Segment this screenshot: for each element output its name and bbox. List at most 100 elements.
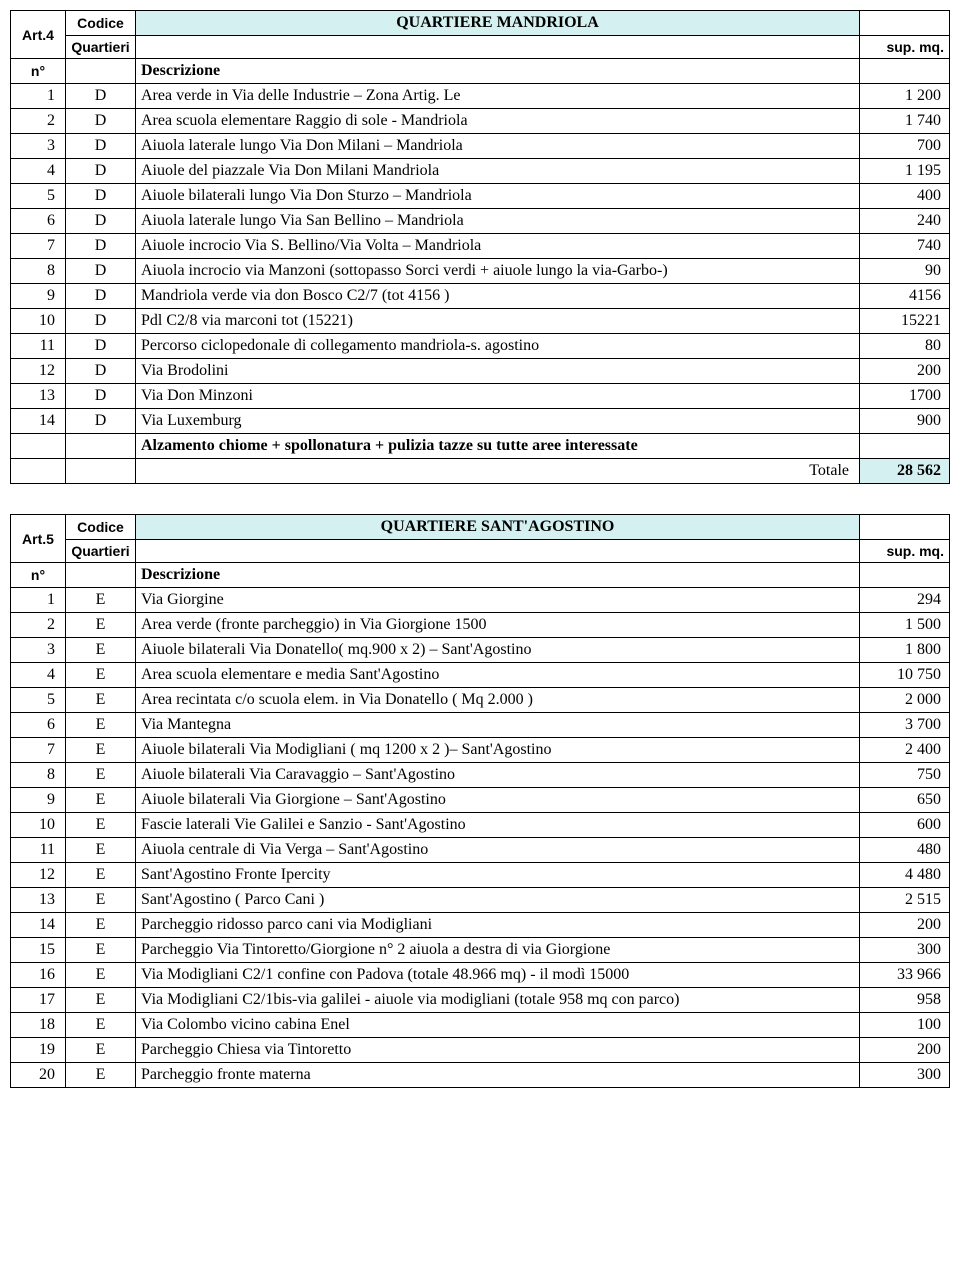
- row-desc: Via Don Minzoni: [136, 384, 860, 409]
- table-title: QUARTIERE MANDRIOLA: [136, 11, 860, 36]
- row-code: E: [66, 838, 136, 863]
- table-row: 8EAiuole bilaterali Via Caravaggio – San…: [11, 763, 950, 788]
- empty-cell: [860, 563, 950, 588]
- table-row: 12ESant'Agostino Fronte Ipercity4 480: [11, 863, 950, 888]
- row-n: 11: [11, 838, 66, 863]
- row-val: 33 966: [860, 963, 950, 988]
- table-row: 14DVia Luxemburg900: [11, 409, 950, 434]
- row-desc: Area recintata c/o scuola elem. in Via D…: [136, 688, 860, 713]
- table-title: QUARTIERE SANT'AGOSTINO: [136, 515, 860, 540]
- row-n: 10: [11, 813, 66, 838]
- row-code: D: [66, 134, 136, 159]
- table-row: 4DAiuole del piazzale Via Don Milani Man…: [11, 159, 950, 184]
- row-n: 3: [11, 638, 66, 663]
- row-desc: Parcheggio ridosso parco cani via Modigl…: [136, 913, 860, 938]
- row-code: E: [66, 613, 136, 638]
- table-row: 5DAiuole bilaterali lungo Via Don Sturzo…: [11, 184, 950, 209]
- row-n: 4: [11, 663, 66, 688]
- row-val: 200: [860, 913, 950, 938]
- row-code: D: [66, 384, 136, 409]
- table-row: 15EParcheggio Via Tintoretto/Giorgione n…: [11, 938, 950, 963]
- empty-cell: [136, 540, 860, 563]
- totale-label: Totale: [136, 459, 860, 484]
- desc-header: Descrizione: [136, 563, 860, 588]
- row-val: 15221: [860, 309, 950, 334]
- row-val: 750: [860, 763, 950, 788]
- row-n: 2: [11, 109, 66, 134]
- quartieri-header: Quartieri: [66, 36, 136, 59]
- table-santagostino: Art.5 Codice QUARTIERE SANT'AGOSTINO Qua…: [10, 514, 950, 1088]
- row-code: D: [66, 84, 136, 109]
- row-desc: Area scuola elementare Raggio di sole - …: [136, 109, 860, 134]
- table-row: 6DAiuola laterale lungo Via San Bellino …: [11, 209, 950, 234]
- empty-cell: [860, 59, 950, 84]
- row-val: 3 700: [860, 713, 950, 738]
- row-code: E: [66, 763, 136, 788]
- row-code: E: [66, 788, 136, 813]
- row-code: E: [66, 863, 136, 888]
- row-val: 240: [860, 209, 950, 234]
- empty-header: [860, 11, 950, 36]
- row-n: 14: [11, 913, 66, 938]
- row-n: 8: [11, 259, 66, 284]
- row-desc: Sant'Agostino ( Parco Cani ): [136, 888, 860, 913]
- row-val: 600: [860, 813, 950, 838]
- row-n: 4: [11, 159, 66, 184]
- row-n: 6: [11, 209, 66, 234]
- row-val: 300: [860, 938, 950, 963]
- empty-header: [860, 515, 950, 540]
- row-n: 2: [11, 613, 66, 638]
- row-val: 200: [860, 1038, 950, 1063]
- row-n: 3: [11, 134, 66, 159]
- row-code: D: [66, 159, 136, 184]
- row-desc: Area verde (fronte parcheggio) in Via Gi…: [136, 613, 860, 638]
- row-val: 4156: [860, 284, 950, 309]
- row-val: 480: [860, 838, 950, 863]
- row-desc: Via Modigliani C2/1 confine con Padova (…: [136, 963, 860, 988]
- row-code: D: [66, 309, 136, 334]
- empty-cell: [66, 59, 136, 84]
- codice-header: Codice: [66, 515, 136, 540]
- table-row: 17EVia Modigliani C2/1bis-via galilei - …: [11, 988, 950, 1013]
- row-val: 400: [860, 184, 950, 209]
- row-desc: Aiuole bilaterali Via Donatello( mq.900 …: [136, 638, 860, 663]
- row-val: 1 800: [860, 638, 950, 663]
- row-val: 1700: [860, 384, 950, 409]
- table-row: 14EParcheggio ridosso parco cani via Mod…: [11, 913, 950, 938]
- row-desc: Parcheggio fronte materna: [136, 1063, 860, 1088]
- row-val: 300: [860, 1063, 950, 1088]
- row-val: 2 400: [860, 738, 950, 763]
- table-row: 11DPercorso ciclopedonale di collegament…: [11, 334, 950, 359]
- row-desc: Fascie laterali Vie Galilei e Sanzio - S…: [136, 813, 860, 838]
- bold-note: Alzamento chiome + spollonatura + pulizi…: [136, 434, 860, 459]
- table-row: 12DVia Brodolini200: [11, 359, 950, 384]
- codice-header: Codice: [66, 11, 136, 36]
- row-desc: Area verde in Via delle Industrie – Zona…: [136, 84, 860, 109]
- row-val: 700: [860, 134, 950, 159]
- row-code: E: [66, 663, 136, 688]
- row-code: E: [66, 963, 136, 988]
- row-desc: Aiuola centrale di Via Verga – Sant'Agos…: [136, 838, 860, 863]
- row-code: E: [66, 688, 136, 713]
- table-row: 3EAiuole bilaterali Via Donatello( mq.90…: [11, 638, 950, 663]
- table-row: 16EVia Modigliani C2/1 confine con Padov…: [11, 963, 950, 988]
- art-label: Art.4: [11, 11, 66, 59]
- row-val: 740: [860, 234, 950, 259]
- row-code: D: [66, 259, 136, 284]
- row-code: E: [66, 738, 136, 763]
- row-val: 1 200: [860, 84, 950, 109]
- table-row: 9EAiuole bilaterali Via Giorgione – Sant…: [11, 788, 950, 813]
- row-desc: Aiuole bilaterali Via Modigliani ( mq 12…: [136, 738, 860, 763]
- row-desc: Aiuole del piazzale Via Don Milani Mandr…: [136, 159, 860, 184]
- row-desc: Aiuola incrocio via Manzoni (sottopasso …: [136, 259, 860, 284]
- row-val: 958: [860, 988, 950, 1013]
- row-val: 200: [860, 359, 950, 384]
- table-row: 8DAiuola incrocio via Manzoni (sottopass…: [11, 259, 950, 284]
- row-desc: Aiuola laterale lungo Via Don Milani – M…: [136, 134, 860, 159]
- row-n: 5: [11, 688, 66, 713]
- row-code: E: [66, 913, 136, 938]
- row-n: 20: [11, 1063, 66, 1088]
- row-desc: Parcheggio Via Tintoretto/Giorgione n° 2…: [136, 938, 860, 963]
- row-val: 90: [860, 259, 950, 284]
- row-n: 1: [11, 84, 66, 109]
